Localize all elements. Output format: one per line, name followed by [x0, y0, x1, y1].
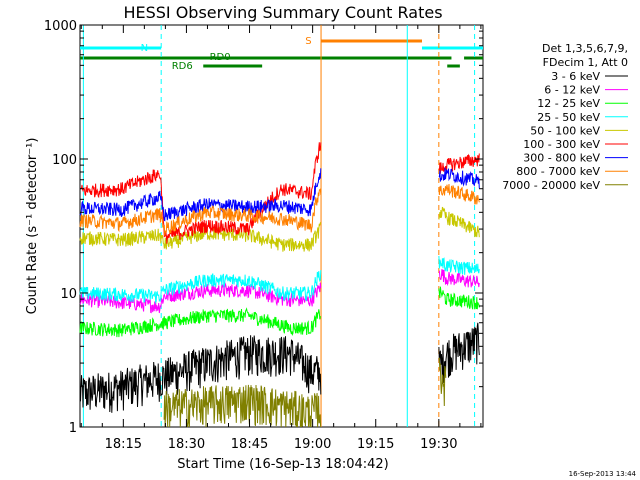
legend-header: FDecim 1, Att 0: [543, 56, 628, 69]
y-tick-label: 1000: [44, 19, 77, 34]
annotation-label: N: [141, 43, 148, 54]
flag-bars: [80, 39, 483, 68]
x-tick-label: 19:00: [294, 437, 331, 452]
legend: Det 1,3,5,6,7,9,FDecim 1, Att 03 - 6 keV…: [502, 42, 628, 192]
y-axis: 1 10 100 1000: [44, 19, 483, 436]
legend-entry: 300 - 800 keV: [523, 152, 600, 165]
y-tick-label: 10: [60, 287, 77, 302]
series-line: [79, 183, 480, 236]
legend-header: Det 1,3,5,6,7,9,: [542, 42, 628, 55]
annotation-label: S: [305, 36, 311, 47]
series-group: [79, 142, 480, 428]
legend-entry: 12 - 25 keV: [537, 97, 600, 110]
legend-entry: 800 - 7000 keV: [516, 165, 600, 178]
flag-annotations: N S RD0 RD6: [141, 36, 312, 72]
y-axis-label: Count Rate (s⁻¹ detector⁻¹): [25, 138, 40, 315]
series-line: [79, 255, 480, 305]
series-line: [79, 286, 480, 338]
y-tick-label: 1: [69, 421, 77, 436]
x-axis-label: Start Time (16-Sep-13 18:04:42): [177, 457, 388, 472]
legend-entry: 100 - 300 keV: [523, 138, 600, 151]
series-line: [79, 206, 480, 252]
legend-entry: 50 - 100 keV: [530, 124, 600, 137]
legend-entry: 7000 - 20000 keV: [502, 179, 600, 192]
x-tick-label: 19:30: [420, 437, 457, 452]
timestamp: 16-Sep-2013 13:44: [569, 470, 637, 478]
series-line: [79, 142, 480, 244]
legend-entry: 3 - 6 keV: [551, 70, 600, 83]
series-line: [163, 357, 447, 428]
x-tick-label: 18:30: [168, 437, 205, 452]
x-tick-label: 18:45: [231, 437, 268, 452]
annotation-label: RD6: [172, 61, 193, 72]
chart-title: HESSI Observing Summary Count Rates: [123, 3, 442, 22]
y-tick-label: 100: [52, 153, 77, 168]
x-tick-label: 19:15: [357, 437, 394, 452]
legend-entry: 25 - 50 keV: [537, 111, 600, 124]
x-axis: 18:15 18:30 18:45 19:00 19:15 19:30: [80, 25, 482, 452]
legend-entry: 6 - 12 keV: [544, 84, 600, 97]
annotation-label: RD0: [210, 52, 231, 63]
series-line: [79, 167, 480, 222]
x-tick-label: 18:15: [105, 437, 142, 452]
